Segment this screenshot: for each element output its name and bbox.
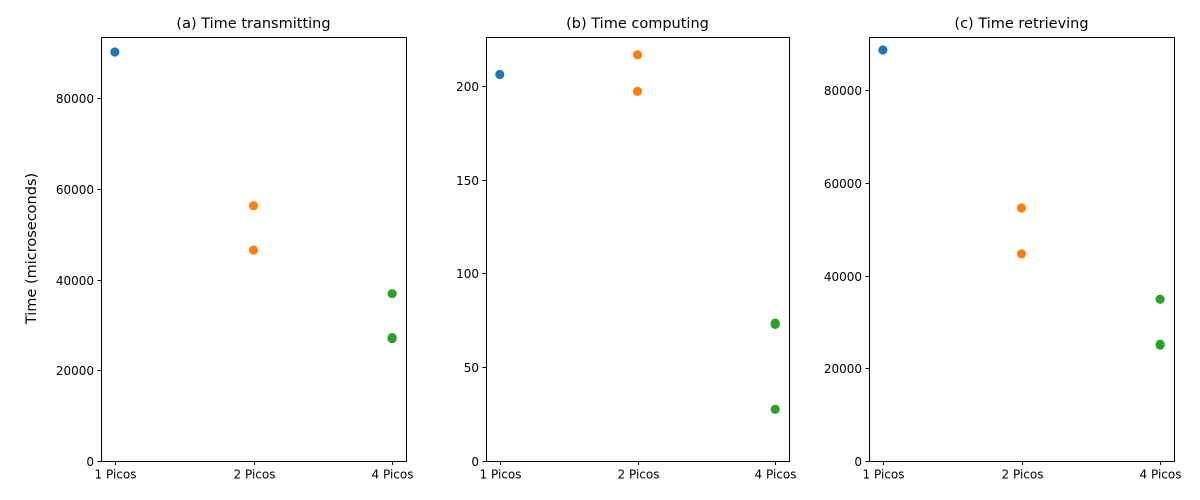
y-tick-label: 0 xyxy=(854,455,862,469)
subplot-1: (a) Time transmitting 0 20000 40000 60000 800… xyxy=(56,16,414,482)
x-tick-label: 2 Picos xyxy=(234,468,276,482)
data-point xyxy=(770,319,780,330)
y-tick-label: 150 xyxy=(456,174,479,188)
subplot-title: (c) Time retrieving xyxy=(954,16,1088,32)
subplots: (a) Time transmitting0200004000060000800… xyxy=(56,16,1182,482)
data-point xyxy=(632,86,643,97)
y-tick-label: 20000 xyxy=(824,362,862,376)
subplot-2: (b) Time computing 0 50 100 150 200 1 Picos 2 P… xyxy=(456,16,796,482)
subplot-title: (a) Time transmitting xyxy=(176,16,330,32)
x-tick-label: 4 Picos xyxy=(755,468,797,482)
y-tick-label: 80000 xyxy=(824,84,862,98)
data-point xyxy=(495,69,505,80)
y-tick-label: 0 xyxy=(471,455,479,469)
x-tick-label: 4 Picos xyxy=(372,468,414,482)
y-tick-label: 40000 xyxy=(56,274,94,288)
x-tick-label: 2 Picos xyxy=(1002,468,1044,482)
y-axis-label: Time (microseconds) xyxy=(24,173,40,325)
subplot-title: (b) Time computing xyxy=(566,16,709,32)
y-tick-label: 50 xyxy=(464,361,479,375)
x-tick-label: 1 Picos xyxy=(95,468,137,482)
y-tick-label: 60000 xyxy=(824,177,862,191)
y-tick-label: 40000 xyxy=(824,270,862,284)
y-tick-label: 200 xyxy=(456,80,479,94)
y-tick-label: 80000 xyxy=(56,92,94,106)
y-tick-label: 100 xyxy=(456,267,479,281)
data-point xyxy=(1155,294,1165,304)
data-point xyxy=(387,289,397,299)
x-tick-label: 4 Picos xyxy=(1140,468,1182,482)
data-point xyxy=(632,50,643,60)
y-tick-label: 60000 xyxy=(56,183,94,197)
x-tick-label: 1 Picos xyxy=(480,468,522,482)
data-point xyxy=(248,201,259,211)
data-point xyxy=(878,45,888,55)
y-tick-label: 0 xyxy=(86,455,94,469)
data-point xyxy=(110,47,120,57)
data-point xyxy=(1016,249,1027,259)
data-point xyxy=(1016,203,1027,213)
data-point xyxy=(770,404,780,415)
subplot-3: (c) Time retrieving 0 20000 40000 60000 80000… xyxy=(824,16,1182,482)
x-tick-label: 2 Picos xyxy=(618,468,660,482)
data-point xyxy=(387,333,397,344)
y-tick-label: 20000 xyxy=(56,364,94,378)
x-tick-label: 1 Picos xyxy=(863,468,905,482)
data-point xyxy=(248,245,259,255)
data-point xyxy=(1155,340,1165,350)
